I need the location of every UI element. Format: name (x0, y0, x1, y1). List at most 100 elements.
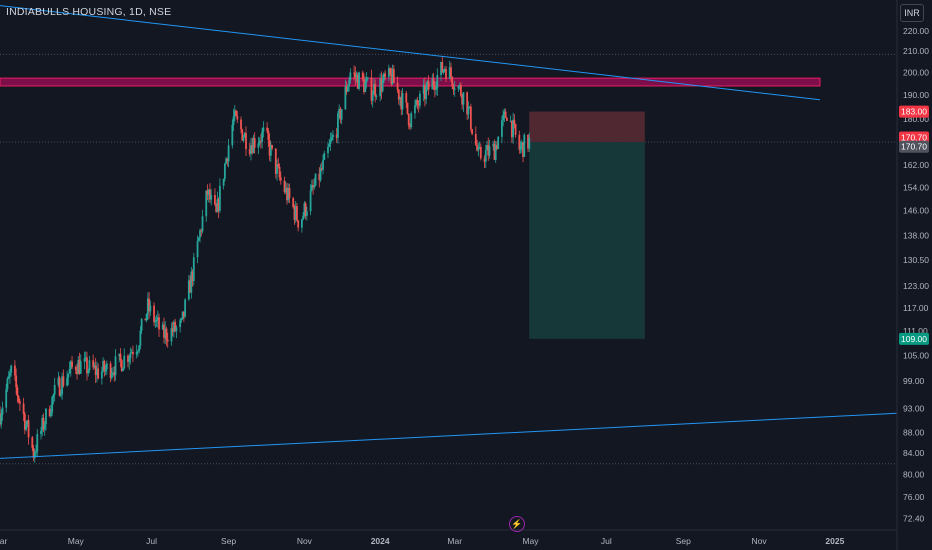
trendline-upper (0, 5, 821, 101)
candle (103, 359, 106, 377)
candle (102, 357, 105, 373)
candle-body (476, 144, 478, 151)
candle (187, 274, 190, 301)
candle-body (18, 401, 21, 404)
candle-body (461, 95, 464, 105)
time-tick-label: 2025 (825, 536, 844, 546)
candle (182, 311, 185, 323)
candle (433, 81, 436, 98)
candle (79, 354, 82, 374)
candle (445, 65, 447, 83)
candle (189, 275, 191, 293)
currency-button[interactable]: INR (900, 4, 924, 22)
candle (51, 395, 54, 417)
trendline-lower (0, 412, 898, 459)
candle-body (512, 119, 515, 138)
candle-body (322, 159, 324, 170)
candle-body (226, 158, 229, 162)
reference-lines (0, 53, 897, 465)
candle (513, 114, 516, 129)
candle-body (520, 142, 523, 147)
time-tick-label: Sep (221, 536, 236, 546)
candle-body (514, 124, 517, 135)
candle (488, 139, 491, 159)
candle (122, 367, 124, 372)
candle-body (144, 318, 147, 321)
candle-body (487, 145, 490, 156)
candle-body (292, 198, 295, 208)
price-label-bg (899, 140, 929, 153)
time-tick-label: 2024 (371, 536, 390, 546)
candle-body (15, 375, 18, 388)
candle-body (53, 384, 56, 395)
candle-body (61, 376, 64, 395)
candle (76, 363, 78, 380)
candle (373, 78, 375, 95)
time-tick-label: Mar (447, 536, 462, 546)
candle (313, 177, 316, 190)
price-tick-label: 154.00 (903, 182, 929, 192)
candle (23, 411, 26, 435)
candle-body (79, 361, 82, 374)
candle (318, 166, 321, 188)
candle-body (323, 153, 326, 160)
candle (61, 372, 64, 400)
candle-body (128, 358, 131, 362)
zone-stop (529, 111, 645, 143)
candle-body (88, 360, 91, 371)
candle-body (371, 94, 374, 101)
candle-body (113, 372, 116, 376)
candle-body (423, 84, 426, 100)
candle (504, 108, 507, 119)
candle (467, 101, 470, 119)
candle (236, 110, 239, 123)
candle (165, 326, 168, 347)
candle-body (278, 166, 281, 178)
candle (149, 300, 152, 316)
candle-body (119, 353, 122, 361)
candle (192, 252, 195, 286)
candle (478, 141, 481, 150)
candle-body (448, 67, 451, 79)
candle-body (396, 82, 399, 90)
candle-body (227, 145, 230, 162)
candle-body (262, 127, 265, 132)
candle-body (319, 168, 322, 181)
lightning-icon[interactable]: ⚡ (509, 516, 525, 532)
candle (323, 150, 326, 161)
candle (293, 204, 296, 225)
zone-target (529, 142, 645, 339)
candle-body (127, 355, 129, 362)
candle-body (329, 140, 332, 145)
candle-body (92, 360, 95, 368)
candle (267, 128, 270, 147)
zone-resistance (0, 77, 821, 87)
candle (528, 132, 531, 152)
candle-body (466, 92, 469, 115)
candle (476, 139, 478, 152)
price-label-bg (899, 332, 929, 345)
candle (345, 81, 348, 95)
price-label-bg (899, 105, 929, 118)
candle-body (310, 185, 313, 191)
candle-body (397, 89, 400, 100)
candle (292, 196, 295, 209)
candle (461, 94, 464, 110)
price-label: 109.00 (899, 332, 929, 345)
candle (41, 414, 44, 437)
candle (322, 154, 324, 175)
candle-body (153, 305, 155, 323)
candle (223, 162, 226, 182)
candle (248, 143, 251, 157)
candle-body (58, 377, 61, 396)
candle (474, 126, 477, 146)
candle (48, 405, 51, 418)
candle-body (222, 178, 225, 186)
candle (382, 72, 385, 84)
candle-body (426, 81, 429, 87)
candle (276, 159, 278, 181)
candle (279, 171, 282, 185)
candle (138, 345, 141, 354)
candle-body (442, 69, 445, 73)
